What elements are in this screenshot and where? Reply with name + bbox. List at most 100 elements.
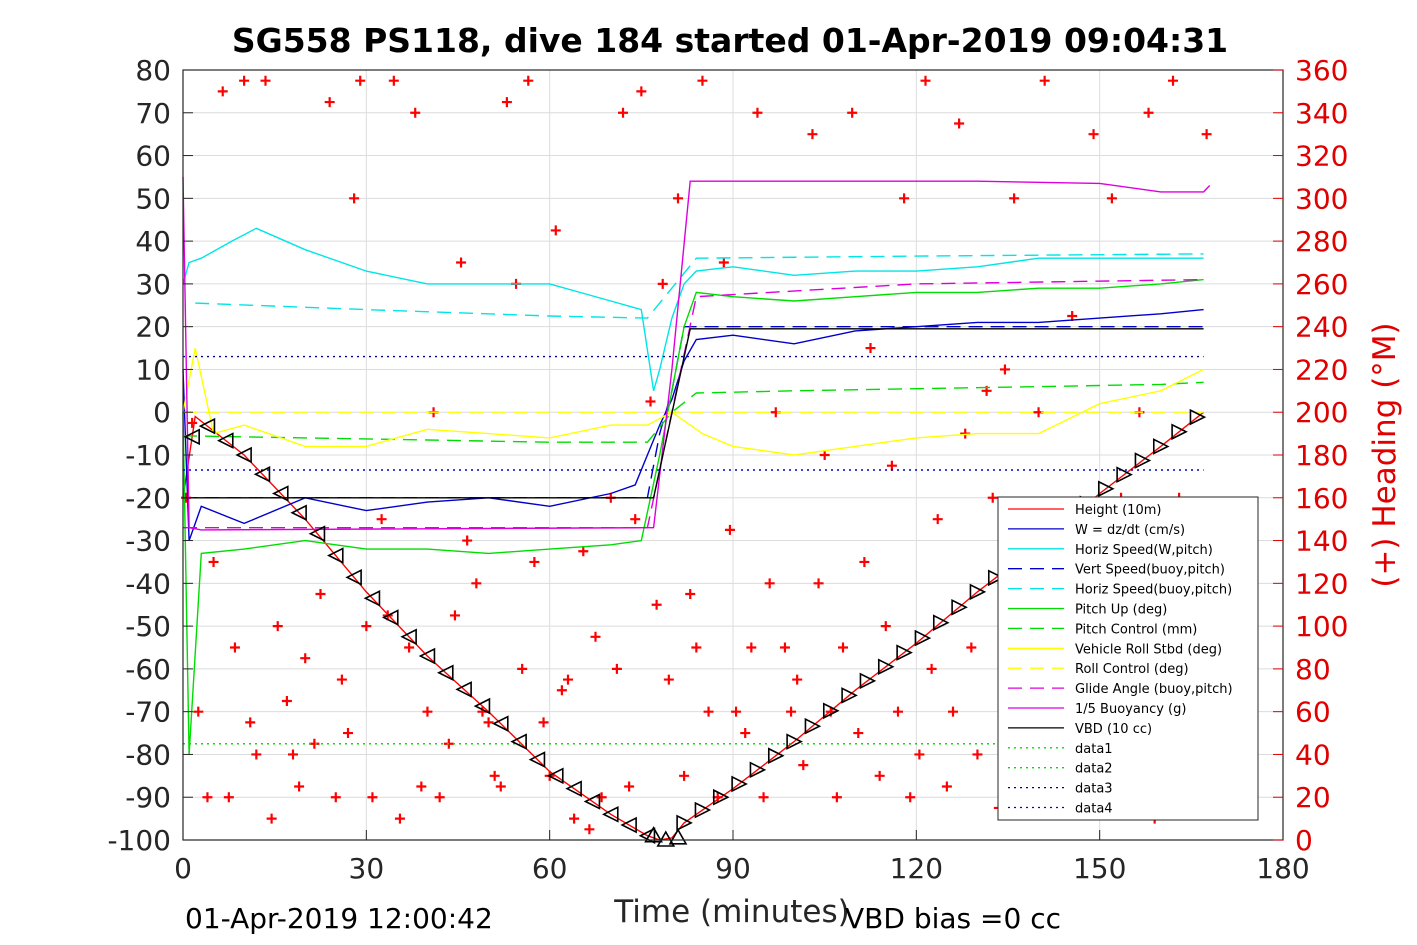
heading-point [786,706,797,717]
heading-point [251,749,262,760]
heading-point [309,738,320,749]
y-tick-label: -20 [125,482,171,515]
series-line [183,328,1204,499]
heading-point [578,546,589,557]
heading-point [645,396,656,407]
heading-point [281,695,292,706]
y-tick-label: -90 [125,781,171,814]
heading-point [847,107,858,118]
legend-label: data4 [1075,802,1113,817]
heading-point [294,781,305,792]
legend-box [997,496,1259,821]
heading-point [932,514,943,525]
heading-point [330,792,341,803]
heading-point [495,781,506,792]
heading-point [361,621,372,632]
heading-point [1106,193,1117,204]
heading-point [596,792,607,803]
right-tick-label: 220 [1295,353,1348,386]
depth-marker [1134,452,1152,469]
heading-point [886,460,897,471]
legend-label: data3 [1075,782,1113,797]
depth-marker [216,432,234,449]
heading-point [456,257,467,268]
depth-marker [326,547,344,564]
series-line [182,347,1204,456]
right-tick-label: 20 [1295,781,1331,814]
depth-marker [583,793,601,810]
heading-point [529,556,540,567]
heading-point [489,770,500,781]
right-tick-label: 100 [1295,610,1348,643]
depth-marker [546,767,564,785]
heading-point [288,749,298,760]
heading-point [315,589,326,600]
legend-label: 1/5 Buoyancy (g) [1075,702,1186,717]
legend-label: Horiz Speed(buoy,pitch) [1075,583,1232,598]
y-tick-label: 40 [135,225,171,258]
x-tick-label: 60 [532,852,568,885]
heading-point [657,278,668,289]
right-tick-label: 260 [1295,268,1348,301]
heading-point [972,749,983,760]
heading-point [523,75,534,86]
depth-marker [694,801,712,819]
x-tick-label: 180 [1256,852,1309,885]
heading-point [239,75,250,86]
x-axis-ticks: 0 30 60 90 120 150 180 [174,830,1310,885]
x-tick-label: 0 [174,852,192,885]
depth-marker [804,717,822,735]
y-tick-label: -100 [107,824,171,857]
heading-point [966,642,977,653]
heading-point [217,86,228,97]
depth-marker [877,658,895,676]
heading-point [948,706,958,717]
legend-label: data1 [1075,742,1113,757]
depth-marker [731,775,748,793]
depth-marker [914,629,932,647]
depth-marker [822,702,840,720]
right-tick-label: 240 [1295,311,1348,344]
y-tick-label: -70 [125,696,171,729]
heading-point [740,728,751,739]
legend-label: data2 [1075,762,1113,777]
heading-point [1067,310,1078,321]
depth-marker [601,806,619,823]
depth-marker [969,583,987,601]
heading-point [584,824,595,835]
depth-marker [491,715,509,732]
y-tick-label: 80 [135,54,171,87]
depth-marker [1189,408,1207,426]
depth-marker [510,733,527,750]
series-line [182,381,1204,443]
y-tick-label: -10 [125,439,171,472]
heading-point [792,674,803,685]
depth-marker [271,485,289,502]
heading-point [920,75,931,86]
heading-point [636,86,647,97]
y-axis-ticks: 80 70 60 50 40 30 20 10 0 -10 -20 -30 -40 -50 -60 -70 -8… [107,54,193,857]
depth-marker [198,417,216,435]
depth-marker [455,681,472,698]
depth-marker [620,816,637,834]
heading-point [731,706,742,717]
depth-marker [786,733,803,750]
heading-point [324,97,335,108]
depth-marker [841,687,858,704]
heading-point [853,728,864,739]
series-line [182,227,1204,391]
heading-point [679,770,690,781]
right-tick-label: 120 [1295,567,1348,600]
right-tick-label: 320 [1295,140,1348,173]
right-tick-label: 340 [1295,97,1348,130]
heading-point [336,674,347,685]
heading-point [266,813,277,824]
heading-point [376,514,387,525]
heading-point [394,813,405,824]
depth-marker [235,446,252,464]
y-tick-label: 20 [135,311,171,344]
heading-point [691,642,702,653]
depth-marker [951,598,968,616]
heading-point [914,749,925,760]
heading-point [208,556,219,567]
